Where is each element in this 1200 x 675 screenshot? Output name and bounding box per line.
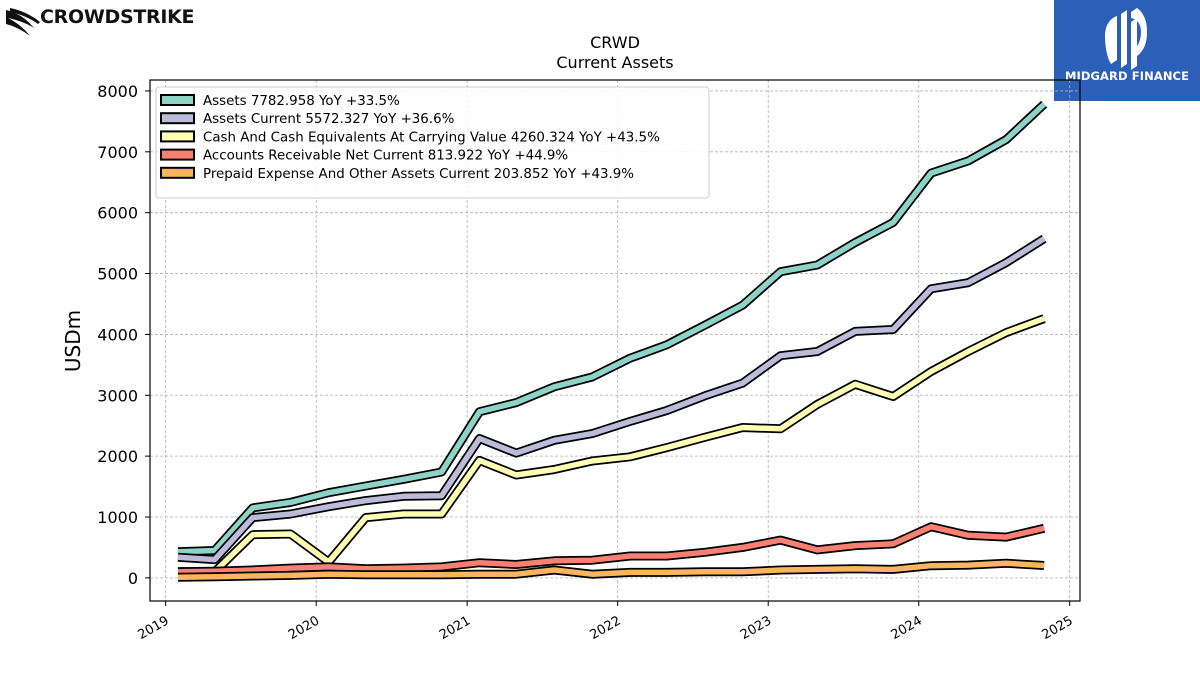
series-cash-and-cash-equivalents-at-carrying-value-line (178, 316, 1046, 575)
legend-swatch (160, 148, 195, 161)
y-tick-label: 0 (128, 569, 138, 588)
midgard-finance-logo: MIDGARD FINANCE (1054, 0, 1200, 101)
x-tick-label: 2019 (136, 613, 172, 643)
series-assets-current-line (177, 236, 1046, 563)
legend-entry: Assets Current 5572.327 YoY +36.6% (203, 112, 454, 127)
legend-swatch (160, 130, 195, 143)
legend-entry: Accounts Receivable Net Current 813.922 … (203, 149, 568, 164)
x-tick-label: 2020 (286, 613, 322, 643)
y-tick-label: 8000 (97, 82, 138, 101)
series-prepaid-expense-and-other-assets-current-line (177, 560, 1045, 581)
y-tick-label: 7000 (97, 143, 138, 162)
midgard-finance-wordmark: MIDGARD FINANCE (1064, 69, 1190, 83)
series-assets-line (177, 102, 1046, 555)
y-tick-label: 1000 (97, 508, 138, 527)
legend-swatch (160, 112, 195, 125)
x-tick-label: 2025 (1040, 613, 1076, 643)
midgard-emblem-icon (1105, 8, 1147, 70)
falcon-icon (6, 8, 40, 36)
x-tick-label: 2021 (437, 613, 473, 643)
legend-box (155, 86, 710, 199)
x-tick-label: 2024 (889, 613, 925, 643)
series-accounts-receivable-net-current-line (177, 523, 1045, 575)
y-tick-label: 5000 (97, 265, 138, 284)
crowdstrike-wordmark: CROWDSTRIKE (40, 6, 195, 28)
series-layer (177, 100, 1048, 582)
x-tick-label: 2022 (588, 613, 624, 643)
legend-entry: Prepaid Expense And Other Assets Current… (203, 167, 634, 182)
plot-frame (149, 79, 1081, 602)
legend-swatch (160, 94, 195, 106)
legend: Assets 7782.958 YoY +33.5% Assets Current… (155, 86, 710, 199)
y-tick-label: 2000 (97, 447, 138, 466)
legend-entry: Assets 7782.958 YoY +33.5% (203, 94, 400, 109)
x-tick-label: 2023 (738, 613, 774, 643)
y-axis-label: USDm (61, 310, 85, 372)
crowdstrike-logo: CROWDSTRIKE (4, 4, 195, 40)
legend-swatch (160, 166, 195, 179)
y-tick-label: 4000 (97, 325, 138, 344)
legend-entry: Cash And Cash Equivalents At Carrying Va… (203, 130, 660, 145)
chart-subtitle: Current Assets (556, 53, 673, 72)
y-tick-label: 6000 (97, 204, 138, 223)
chart-title: CRWD (590, 33, 640, 52)
y-tick-label: 3000 (97, 386, 138, 405)
